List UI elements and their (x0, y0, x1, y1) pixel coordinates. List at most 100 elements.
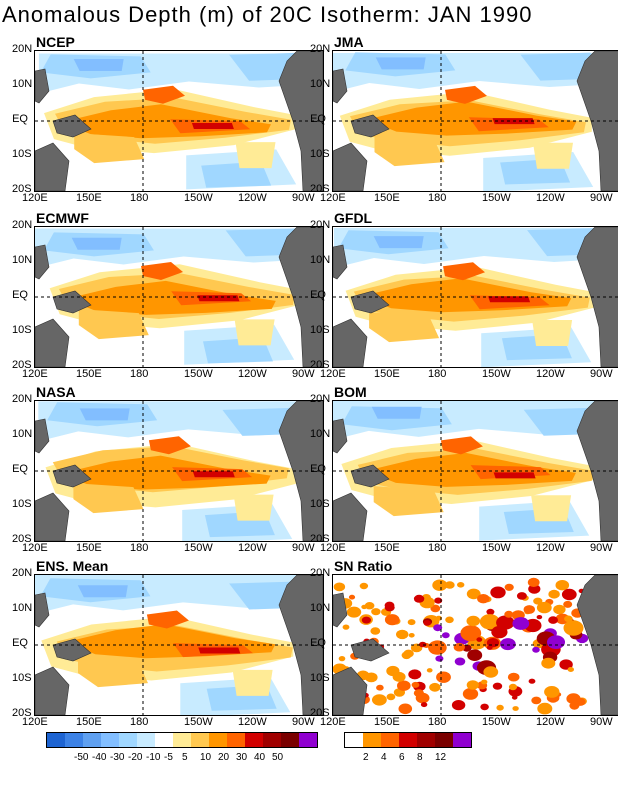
sn-patch (430, 604, 441, 613)
anomaly-contour (520, 52, 599, 81)
colorbar-label: -10 (146, 752, 161, 763)
land-mask (333, 68, 348, 104)
colorbar-label: 30 (236, 752, 248, 763)
lon-tick-label: 90W (292, 716, 315, 728)
anomaly-contour (531, 495, 572, 522)
sn-patch (413, 594, 425, 603)
sn-patch (508, 683, 518, 691)
colorbar-swatch (381, 733, 399, 747)
lat-tick-label: 20S (310, 359, 330, 371)
colorbar-swatch (155, 733, 173, 747)
land-mask (333, 492, 368, 541)
lon-tick-label: 90W (292, 368, 315, 380)
colorbar-swatch (191, 733, 209, 747)
sn-patch (490, 586, 506, 599)
map-svg (35, 227, 323, 367)
lon-tick-label: 120E (22, 542, 48, 554)
anomaly-map (34, 574, 324, 716)
colorbar-swatch (83, 733, 101, 747)
sn-patch (481, 679, 488, 685)
lat-tick-label: 10N (310, 254, 331, 266)
lat-tick-label: 10S (12, 148, 32, 160)
colorbar-label: -5 (164, 752, 173, 763)
sn-patch (408, 633, 415, 638)
anomaly-contour (201, 161, 272, 188)
lat-tick-label: 20S (310, 707, 330, 719)
anomaly-contour (443, 262, 485, 281)
sn-patch (397, 680, 411, 691)
sn-patch (460, 625, 482, 642)
sn-patch (555, 580, 570, 591)
anomaly-contour (65, 280, 276, 315)
land-mask (333, 592, 348, 628)
lon-tick-label: 150E (76, 542, 102, 554)
colorbar-swatch (227, 733, 245, 747)
anomaly-contour (73, 483, 144, 514)
anomaly-contour (191, 123, 234, 129)
map-svg (333, 227, 618, 367)
sn-patch (531, 696, 542, 705)
anomaly-contour (78, 657, 148, 688)
land-mask (35, 592, 50, 628)
lon-tick-label: 120W (238, 368, 267, 380)
panel-title: BOM (334, 384, 367, 400)
land-mask (35, 244, 50, 280)
map-panel: NCEP 20N 10N EQ 10S 20S 120E 150E 180 150W 120W 90W (12, 34, 324, 214)
anomaly-contour (74, 133, 145, 164)
sn-patch (342, 624, 350, 630)
colorbar-label: 8 (417, 752, 423, 763)
sn-patch (480, 703, 489, 711)
sn-patch (507, 672, 520, 682)
sn-patch (386, 693, 396, 701)
sn-patch (444, 581, 455, 589)
sn-patch (496, 615, 515, 630)
sn-patch (512, 706, 519, 711)
anomaly-contour (532, 320, 573, 346)
sn-patch (384, 614, 400, 626)
colorbar-label: 40 (254, 752, 266, 763)
sn-patch (333, 582, 346, 592)
sn-patch (436, 671, 451, 683)
lon-tick-label: 120W (536, 368, 565, 380)
colorbar-label: -30 (110, 752, 125, 763)
lon-tick-label: 90W (590, 192, 613, 204)
sn-patch (434, 597, 443, 604)
sn-patch (423, 620, 431, 626)
map-svg (35, 575, 323, 715)
lat-tick-label: 20S (310, 533, 330, 545)
sn-patch (528, 584, 541, 594)
lat-tick-label: 10N (12, 78, 33, 90)
sn-patch (453, 642, 465, 652)
lat-tick-label: 20N (310, 219, 331, 231)
colorbar-swatch (263, 733, 281, 747)
map-svg (333, 51, 618, 191)
land-mask (333, 418, 348, 454)
anomaly-contour (79, 408, 130, 421)
sn-patch (370, 627, 381, 635)
lon-tick-label: 150E (374, 542, 400, 554)
map-panel: JMA 20N 10N EQ 10S 20S 120E 150E 180 150W 120W 90W (310, 34, 618, 214)
lon-tick-label: 150W (482, 368, 511, 380)
sn-patch (537, 702, 553, 715)
lat-tick-label: 10N (310, 78, 331, 90)
panel-title: ENS. Mean (36, 558, 109, 574)
sn-patch (528, 678, 536, 684)
lat-tick-label: 10N (310, 602, 331, 614)
sn-patch (527, 577, 540, 587)
sn-patch (479, 614, 500, 630)
map-panel: ECMWF 20N 10N EQ 10S 20S 120E 150E 180 150W 120W 90… (12, 210, 324, 390)
colorbar-swatch (435, 733, 453, 747)
figure-title: Anomalous Depth (m) of 20C Isotherm: JAN… (2, 2, 533, 27)
lon-tick-label: 150E (374, 192, 400, 204)
sn-patch (477, 594, 490, 604)
anomaly-contour (445, 85, 487, 104)
land-mask (333, 244, 348, 280)
sn-patch (548, 616, 558, 624)
sn-patch (563, 600, 573, 608)
anomaly-contour (141, 262, 183, 280)
colorbar-label: 20 (218, 752, 230, 763)
anomaly-contour (146, 610, 189, 629)
sn-patch (346, 606, 362, 618)
sn-patch (548, 589, 560, 599)
sn-patch (544, 686, 560, 698)
